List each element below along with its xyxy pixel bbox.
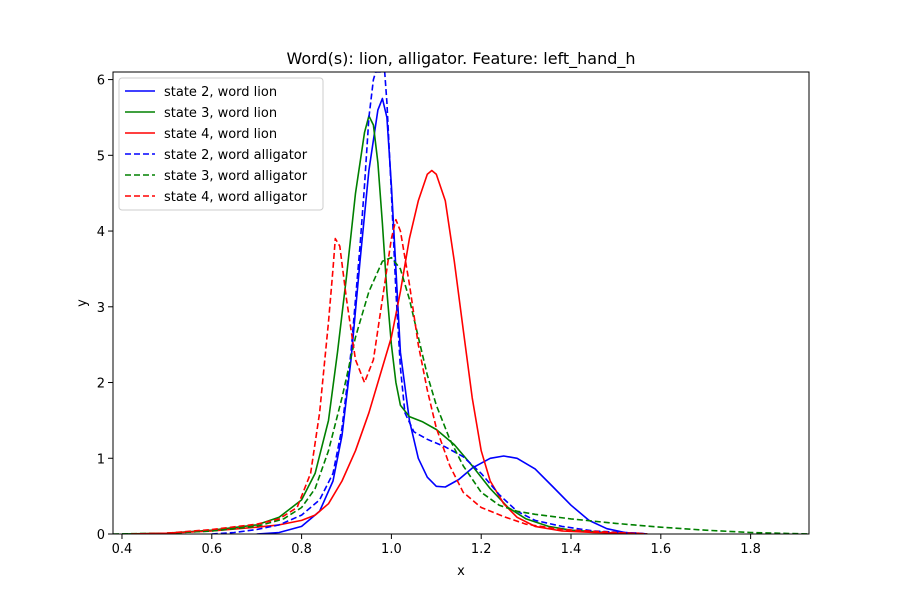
- x-tick-label: 1.2: [471, 542, 492, 557]
- series-line-1: [256, 97, 648, 534]
- x-tick-label: 0.8: [291, 542, 312, 557]
- series-line-3: [135, 169, 648, 534]
- x-tick-label: 1.6: [650, 542, 671, 557]
- x-tick-label: 1.0: [381, 542, 402, 557]
- x-axis-label: x: [457, 564, 465, 579]
- legend-box: [118, 77, 324, 211]
- x-tick-label: 0.4: [112, 542, 133, 557]
- series-line-5: [113, 256, 809, 534]
- y-tick-label: 0: [97, 528, 105, 543]
- legend-entry: state 2, word alligator: [164, 148, 308, 163]
- y-axis-label: y: [75, 299, 90, 307]
- chart-title: Word(s): lion, alligator. Feature: left_…: [286, 49, 635, 69]
- x-tick-label: 1.4: [561, 542, 582, 557]
- legend-entry: state 4, word lion: [164, 127, 277, 142]
- y-tick-label: 1: [97, 452, 105, 467]
- plot-frame: [112, 71, 810, 535]
- legend-entry: state 3, word lion: [164, 106, 277, 121]
- y-tick-label: 6: [97, 74, 105, 89]
- series-line-6: [130, 218, 648, 534]
- y-axis: 0 1 2 3 4 5 6: [97, 74, 113, 543]
- y-tick-label: 4: [97, 225, 105, 240]
- x-tick-label: 0.6: [201, 542, 222, 557]
- legend: state 2, word lion state 3, word lion stat…: [118, 77, 324, 211]
- x-axis: 0.4 0.6 0.8 1.0 1.2 1.4 1.6 1.8: [112, 534, 761, 557]
- legend-entry: state 3, word alligator: [164, 169, 308, 184]
- x-tick-label: 1.8: [740, 542, 761, 557]
- series-layer: [113, 72, 809, 534]
- y-tick-label: 5: [97, 149, 105, 164]
- legend-entry: state 4, word alligator: [164, 190, 308, 205]
- y-tick-label: 3: [97, 301, 105, 316]
- legend-entry: state 2, word lion: [164, 85, 277, 100]
- series-line-4: [211, 72, 648, 534]
- y-tick-label: 2: [97, 377, 105, 392]
